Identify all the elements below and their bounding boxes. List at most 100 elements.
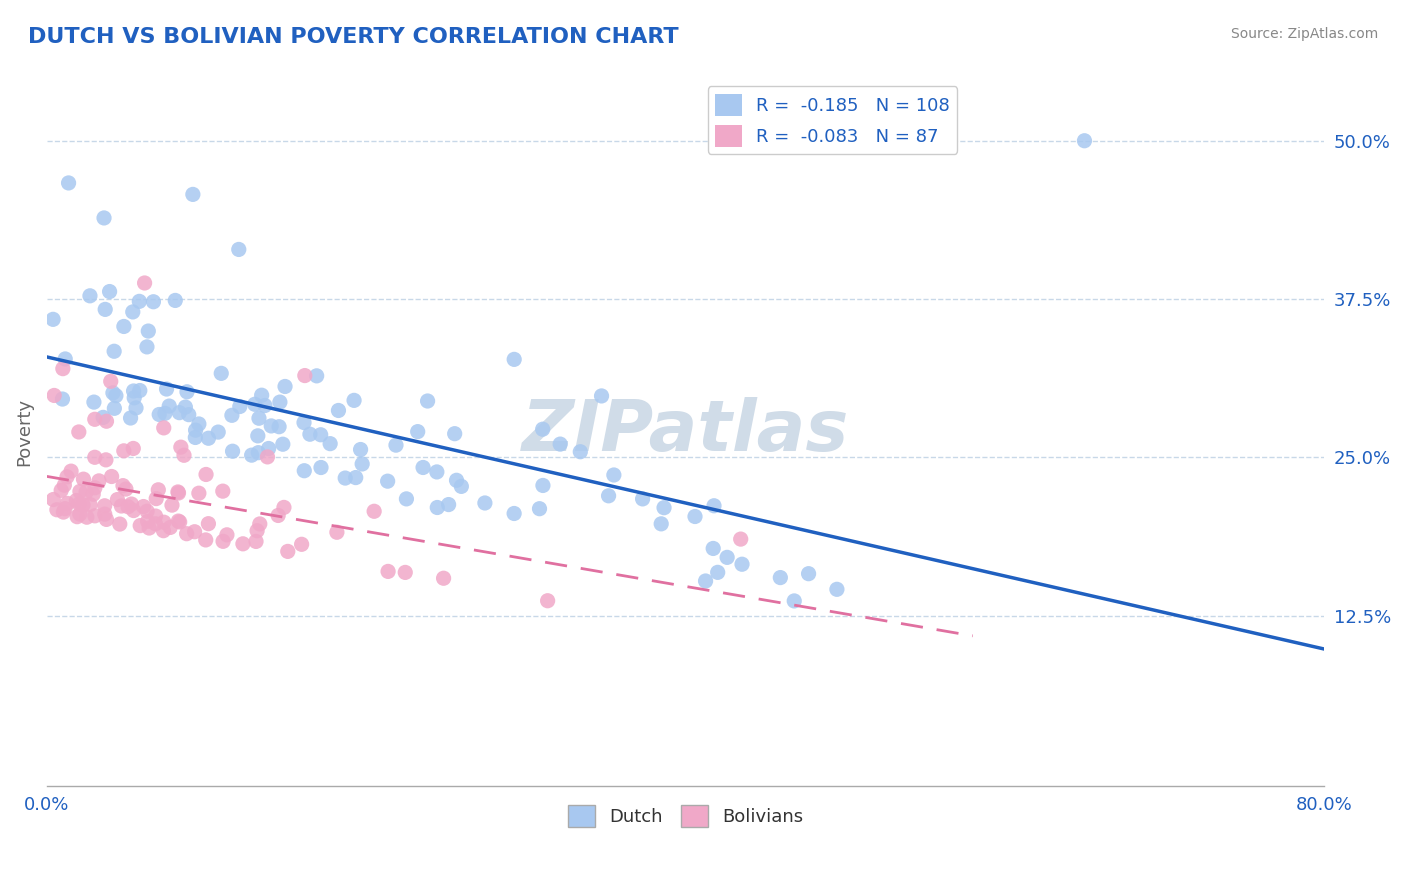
Dutch [797,566,820,581]
Dutch [187,417,209,431]
Dutch [207,425,229,439]
Dutch [343,393,366,408]
Bolivians [536,593,558,607]
Dutch [271,437,294,451]
Dutch [769,571,792,585]
Bolivians [138,521,160,535]
Dutch [243,397,266,411]
Dutch [174,400,197,414]
Bolivians [122,442,145,456]
Bolivians [83,450,105,465]
Dutch [474,496,496,510]
Dutch [548,437,571,451]
Dutch [229,400,252,414]
Dutch [825,582,848,597]
Dutch [112,319,135,334]
Dutch [412,460,434,475]
Bolivians [145,516,167,531]
Bolivians [195,467,218,482]
Bolivians [53,478,76,492]
Dutch [122,391,145,405]
Bolivians [42,492,65,507]
Dutch [136,324,159,338]
Bolivians [377,565,399,579]
Dutch [209,367,232,381]
Dutch [128,384,150,398]
Bolivians [129,518,152,533]
Bolivians [112,443,135,458]
Dutch [503,352,526,367]
Dutch [426,500,449,515]
Dutch [98,285,121,299]
Dutch [42,312,65,326]
Dutch [120,411,142,425]
Dutch [603,467,626,482]
Dutch [531,478,554,492]
Bolivians [75,485,97,500]
Bolivians [72,498,94,512]
Bolivians [83,481,105,495]
Dutch [125,401,148,415]
Dutch [148,408,170,422]
Dutch [103,401,125,416]
Bolivians [277,544,299,558]
Bolivians [69,507,91,521]
Bolivians [93,507,115,521]
Bolivians [56,470,79,484]
Dutch [83,395,105,409]
Bolivians [187,486,209,500]
Dutch [305,368,328,383]
Dutch [246,429,269,443]
Dutch [104,389,127,403]
Bolivians [83,508,105,523]
Dutch [529,501,551,516]
Bolivians [249,516,271,531]
Dutch [184,430,207,444]
Bolivians [245,534,267,549]
Dutch [598,489,620,503]
Bolivians [115,482,138,496]
Dutch [274,379,297,393]
Bolivians [136,514,159,528]
Dutch [257,442,280,456]
Bolivians [363,504,385,518]
Dutch [309,427,332,442]
Bolivians [108,517,131,532]
Dutch [181,187,204,202]
Bolivians [159,520,181,534]
Bolivians [232,537,254,551]
Text: Source: ZipAtlas.com: Source: ZipAtlas.com [1230,27,1378,41]
Bolivians [256,450,278,464]
Dutch [121,305,143,319]
Dutch [228,243,250,257]
Y-axis label: Poverty: Poverty [15,398,32,466]
Bolivians [52,505,75,519]
Dutch [446,473,468,487]
Bolivians [56,496,79,510]
Dutch [716,550,738,565]
Dutch [177,408,200,422]
Dutch [58,176,80,190]
Dutch [650,516,672,531]
Bolivians [51,483,73,498]
Dutch [247,445,270,459]
Bolivians [122,503,145,517]
Bolivians [152,421,174,435]
Dutch [153,406,176,420]
Bolivians [136,504,159,518]
Bolivians [87,474,110,488]
Bolivians [93,499,115,513]
Dutch [631,491,654,506]
Dutch [1073,134,1095,148]
Dutch [128,294,150,309]
Bolivians [246,524,269,538]
Dutch [328,403,350,417]
Bolivians [145,509,167,524]
Dutch [344,470,367,484]
Bolivians [211,484,233,499]
Bolivians [45,502,67,516]
Dutch [683,509,706,524]
Bolivians [53,501,76,516]
Bolivians [160,498,183,512]
Bolivians [394,566,416,580]
